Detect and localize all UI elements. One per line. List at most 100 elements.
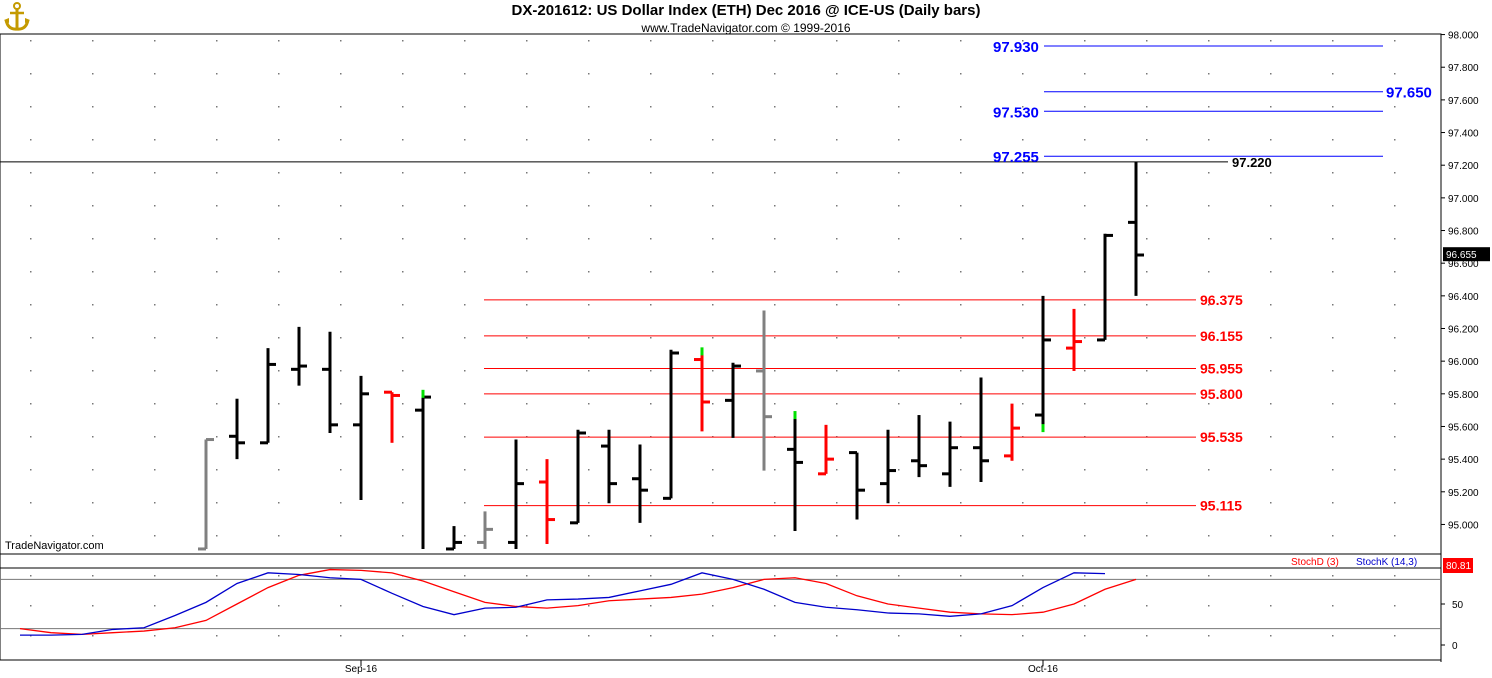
grid-dot <box>1332 469 1334 471</box>
last-price-label: 96.655 <box>1446 250 1477 261</box>
grid-dot <box>1208 337 1210 339</box>
grid-dot <box>1270 304 1272 306</box>
grid-dot <box>30 370 32 372</box>
grid-dot <box>340 271 342 273</box>
grid-dot <box>1022 370 1024 372</box>
anchor-logo-icon <box>4 2 30 37</box>
grid-dot <box>1084 575 1086 577</box>
grid-dot <box>278 304 280 306</box>
grid-dot <box>1394 304 1396 306</box>
grid-dot <box>960 502 962 504</box>
grid-dot <box>92 469 94 471</box>
grid-dot <box>1332 73 1334 75</box>
grid-dot <box>960 271 962 273</box>
grid-dot <box>960 635 962 637</box>
grid-dot <box>216 40 218 42</box>
grid-dot <box>464 271 466 273</box>
grid-dot <box>1084 304 1086 306</box>
grid-dot <box>92 172 94 174</box>
y-tick-label: 97.600 <box>1448 96 1479 107</box>
grid-dot <box>1022 139 1024 141</box>
grid-dot <box>464 172 466 174</box>
grid-dot <box>1022 271 1024 273</box>
grid-dot <box>92 238 94 240</box>
grid-dot <box>464 40 466 42</box>
grid-dot <box>650 635 652 637</box>
y-tick-label: 95.200 <box>1448 488 1479 499</box>
grid-dot <box>1332 436 1334 438</box>
grid-dot <box>216 139 218 141</box>
grid-dot <box>216 436 218 438</box>
grid-dot <box>340 436 342 438</box>
grid-dot <box>92 605 94 607</box>
grid-dot <box>836 575 838 577</box>
y-tick-label: 97.200 <box>1448 161 1479 172</box>
grid-dot <box>1084 605 1086 607</box>
grid-dot <box>1146 73 1148 75</box>
blue-level-label: 97.930 <box>993 39 1039 56</box>
grid-dot <box>836 304 838 306</box>
grid-dot <box>464 575 466 577</box>
grid-dot <box>712 535 714 537</box>
grid-dot <box>1332 337 1334 339</box>
grid-dot <box>154 535 156 537</box>
grid-dot <box>1208 403 1210 405</box>
grid-dot <box>588 575 590 577</box>
grid-dot <box>464 403 466 405</box>
grid-dot <box>774 535 776 537</box>
grid-dot <box>1394 605 1396 607</box>
grid-dot <box>154 436 156 438</box>
grid-dot <box>1208 205 1210 207</box>
grid-dot <box>898 535 900 537</box>
grid-dot <box>836 370 838 372</box>
grid-dot <box>278 337 280 339</box>
grid-dot <box>154 172 156 174</box>
grid-dot <box>464 436 466 438</box>
grid-dot <box>836 40 838 42</box>
grid-dot <box>588 139 590 141</box>
grid-dot <box>154 271 156 273</box>
grid-dot <box>1084 271 1086 273</box>
grid-dot <box>402 271 404 273</box>
grid-dot <box>836 271 838 273</box>
grid-dot <box>836 469 838 471</box>
grid-dot <box>1394 370 1396 372</box>
blue-level-label: 97.650 <box>1386 85 1432 102</box>
grid-dot <box>1146 469 1148 471</box>
grid-dot <box>712 635 714 637</box>
grid-dot <box>898 139 900 141</box>
grid-dot <box>1084 73 1086 75</box>
grid-dot <box>30 205 32 207</box>
grid-dot <box>30 40 32 42</box>
grid-dot <box>1332 205 1334 207</box>
grid-dot <box>278 436 280 438</box>
grid-dot <box>526 139 528 141</box>
grid-dot <box>1270 238 1272 240</box>
grid-dot <box>30 403 32 405</box>
grid-dot <box>1084 403 1086 405</box>
grid-dot <box>712 40 714 42</box>
grid-dot <box>154 337 156 339</box>
grid-dot <box>216 469 218 471</box>
grid-dot <box>340 605 342 607</box>
grid-dot <box>1394 436 1396 438</box>
grid-dot <box>154 304 156 306</box>
grid-dot <box>1146 605 1148 607</box>
grid-dot <box>650 502 652 504</box>
grid-dot <box>340 403 342 405</box>
grid-dot <box>712 502 714 504</box>
grid-dot <box>774 502 776 504</box>
grid-dot <box>216 635 218 637</box>
grid-dot <box>526 469 528 471</box>
grid-dot <box>278 502 280 504</box>
y-tick-label: 98.000 <box>1448 31 1479 42</box>
grid-dot <box>402 635 404 637</box>
grid-dot <box>712 139 714 141</box>
grid-dot <box>278 106 280 108</box>
grid-dot <box>836 73 838 75</box>
grid-dot <box>92 271 94 273</box>
grid-dot <box>402 73 404 75</box>
grid-dot <box>836 205 838 207</box>
grid-dot <box>278 40 280 42</box>
grid-dot <box>92 40 94 42</box>
